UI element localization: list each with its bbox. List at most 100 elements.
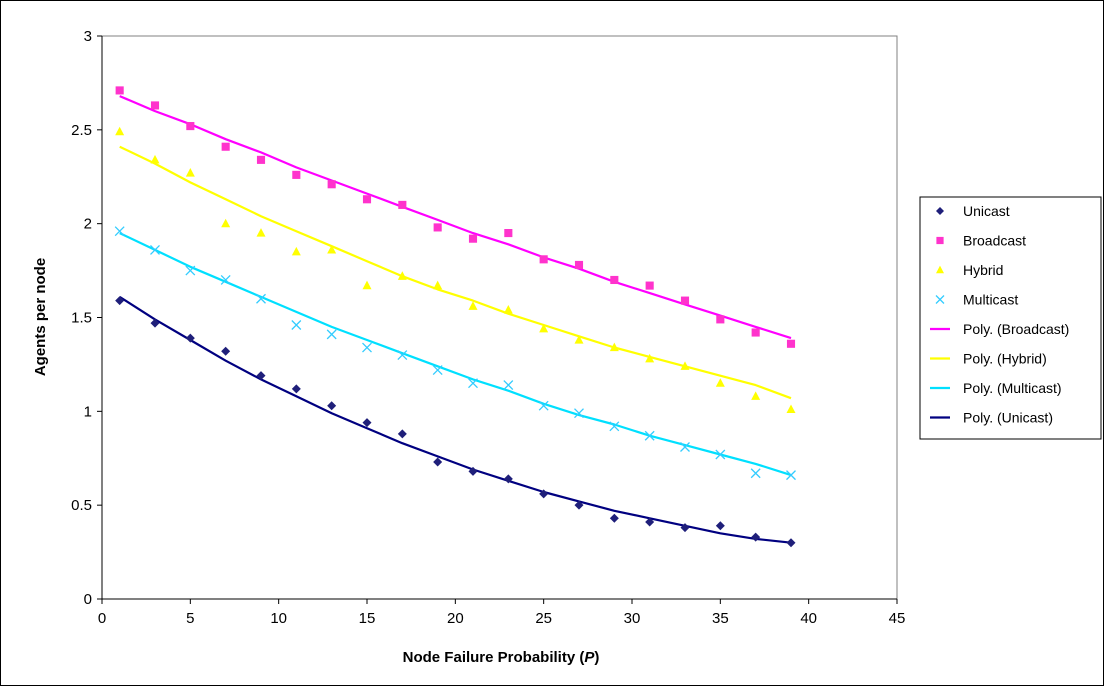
data-point-unicast-5: [291, 384, 301, 394]
data-point-multicast-1: [150, 244, 160, 255]
legend-label-2: Hybrid: [963, 262, 1003, 278]
x-tick-label: 0: [98, 610, 106, 627]
y-axis-title: Agents per node: [32, 258, 49, 376]
data-point-broadcast-14: [610, 275, 619, 285]
data-point-multicast-13: [574, 408, 584, 419]
legend-label-6: Poly. (Multicast): [963, 380, 1062, 396]
trendline-3: [119, 295, 792, 544]
x-tick-label: 35: [712, 610, 729, 627]
data-point-multicast-10: [468, 378, 478, 389]
data-point-hybrid-0: [115, 126, 125, 136]
x-tick-label: 10: [270, 610, 287, 627]
data-point-multicast-19: [786, 470, 796, 481]
data-point-broadcast-13: [574, 260, 584, 270]
data-point-broadcast-6: [327, 180, 336, 189]
data-point-multicast-16: [680, 442, 690, 452]
data-point-hybrid-5: [291, 246, 301, 256]
data-point-broadcast-7: [362, 195, 372, 204]
legend-label-4: Poly. (Broadcast): [963, 321, 1069, 337]
data-points: [114, 86, 796, 548]
legend-label-1: Broadcast: [963, 233, 1026, 249]
legend-marker-1: [936, 236, 944, 245]
legend: Unicast Broadcast Hybrid Multicast Poly. (Br…: [919, 196, 1102, 440]
data-point-unicast-6: [327, 401, 337, 411]
data-point-unicast-0: [115, 296, 125, 306]
data-point-multicast-14: [609, 421, 620, 432]
data-point-broadcast-15: [645, 281, 654, 290]
y-tick-label: 2: [84, 216, 92, 233]
trendline-1: [119, 145, 792, 400]
x-tick-label: 45: [889, 610, 906, 627]
data-point-multicast-0: [114, 226, 125, 237]
legend-marker-0: [936, 207, 944, 215]
data-point-hybrid-6: [327, 244, 337, 254]
data-point-broadcast-16: [680, 296, 690, 305]
legend-label-7: Poly. (Unicast): [963, 410, 1053, 426]
data-point-hybrid-11: [503, 305, 513, 314]
legend-marker-2: [936, 265, 944, 274]
data-point-multicast-11: [503, 380, 514, 391]
data-point-hybrid-7: [362, 280, 372, 290]
data-point-unicast-17: [715, 521, 725, 531]
data-point-multicast-18: [750, 468, 761, 479]
data-point-hybrid-19: [786, 404, 796, 414]
data-point-broadcast-8: [398, 200, 407, 209]
data-point-hybrid-14: [609, 342, 619, 352]
data-point-unicast-11: [503, 474, 513, 484]
legend-label-3: Multicast: [963, 292, 1018, 308]
trendline-0: [119, 95, 792, 340]
data-point-hybrid-8: [397, 271, 407, 280]
x-axis-title-variable: P: [584, 649, 595, 666]
y-tick-label: 2.5: [71, 122, 92, 139]
data-point-broadcast-17: [716, 315, 725, 324]
x-axis-title: Node Failure Probability (P): [403, 649, 600, 666]
data-point-multicast-15: [644, 430, 655, 441]
data-point-broadcast-4: [256, 155, 266, 164]
data-point-multicast-12: [538, 400, 549, 411]
data-point-multicast-5: [291, 320, 302, 330]
x-tick-label: 20: [447, 610, 464, 627]
data-point-broadcast-11: [504, 229, 513, 238]
data-point-multicast-8: [397, 350, 408, 360]
plot-area: [101, 35, 898, 600]
data-point-hybrid-4: [256, 228, 266, 237]
data-point-hybrid-13: [574, 335, 584, 344]
x-tick-label: 40: [800, 610, 817, 627]
y-tick-label: 0: [84, 591, 92, 608]
trendlines: [119, 95, 792, 544]
data-point-unicast-7: [362, 418, 372, 428]
data-point-broadcast-12: [539, 255, 548, 264]
y-tick-label: 3: [84, 28, 92, 45]
x-axis-title-text: Node Failure Probability (: [403, 649, 585, 666]
legend-box: [919, 196, 1102, 440]
data-point-broadcast-9: [433, 223, 442, 232]
x-axis-title-end: ): [594, 649, 599, 666]
data-point-hybrid-10: [468, 301, 478, 310]
data-point-multicast-4: [256, 293, 266, 304]
legend-label-5: Poly. (Hybrid): [963, 351, 1047, 367]
data-point-hybrid-3: [221, 218, 231, 228]
data-point-hybrid-16: [680, 361, 690, 370]
data-point-unicast-9: [433, 457, 443, 467]
x-tick-label: 5: [186, 610, 194, 627]
data-point-broadcast-19: [786, 339, 796, 348]
x-tick-label: 15: [359, 610, 376, 627]
data-point-hybrid-2: [185, 168, 195, 177]
data-point-hybrid-9: [433, 280, 443, 290]
data-point-hybrid-12: [539, 323, 549, 333]
data-point-broadcast-0: [115, 86, 124, 95]
data-point-hybrid-15: [645, 353, 655, 363]
data-point-broadcast-18: [751, 328, 760, 337]
data-point-unicast-13: [574, 500, 584, 510]
y-tick-label: 1: [84, 403, 92, 420]
data-point-unicast-16: [680, 523, 690, 533]
data-point-unicast-8: [397, 429, 407, 439]
data-point-multicast-3: [220, 275, 231, 285]
data-point-broadcast-2: [186, 122, 195, 131]
data-point-multicast-9: [432, 365, 443, 376]
data-point-multicast-7: [362, 342, 372, 353]
data-point-multicast-2: [185, 265, 196, 276]
data-point-unicast-3: [221, 346, 231, 356]
